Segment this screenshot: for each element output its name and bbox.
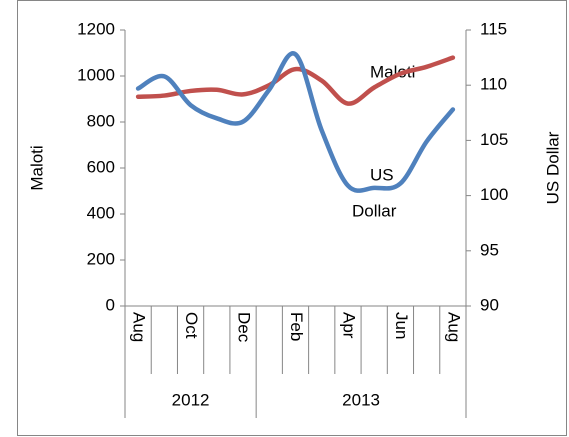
y-tick-label: 800 — [87, 111, 115, 130]
y2-tick-label: 115 — [480, 19, 507, 38]
y2-tick-label: 90 — [480, 295, 499, 314]
y-tick-label: 400 — [87, 203, 115, 222]
y-tick-label: 200 — [87, 249, 115, 268]
line-series — [135, 51, 456, 193]
line-series — [135, 55, 456, 106]
y-tick-label: 1200 — [77, 19, 115, 38]
annotation: Maloti — [370, 62, 415, 81]
x-tick-label: Feb — [287, 312, 306, 341]
y2-tick-label: 110 — [480, 75, 507, 94]
x-tick-label: Dec — [235, 312, 254, 343]
annotation: US — [370, 165, 394, 184]
group-label: 2013 — [342, 390, 380, 409]
y2-tick-label: 105 — [480, 130, 508, 149]
x-tick-label: Aug — [130, 312, 149, 342]
x-tick-label: Oct — [182, 312, 201, 339]
y-tick-label: 1000 — [77, 65, 115, 84]
y2-tick-label: 95 — [480, 240, 499, 259]
x-tick-label: Apr — [339, 312, 358, 339]
y-axis-label: Maloti — [27, 145, 46, 190]
annotation: Dollar — [352, 201, 397, 220]
x-tick-label: Jun — [392, 312, 411, 339]
chart-frame — [17, 0, 567, 436]
group-label: 2012 — [172, 390, 210, 409]
y-tick-label: 0 — [106, 295, 115, 314]
y-tick-label: 600 — [87, 157, 115, 176]
y2-axis-label: US Dollar — [543, 131, 562, 204]
x-tick-label: Aug — [444, 312, 463, 342]
y2-tick-label: 100 — [480, 185, 508, 204]
